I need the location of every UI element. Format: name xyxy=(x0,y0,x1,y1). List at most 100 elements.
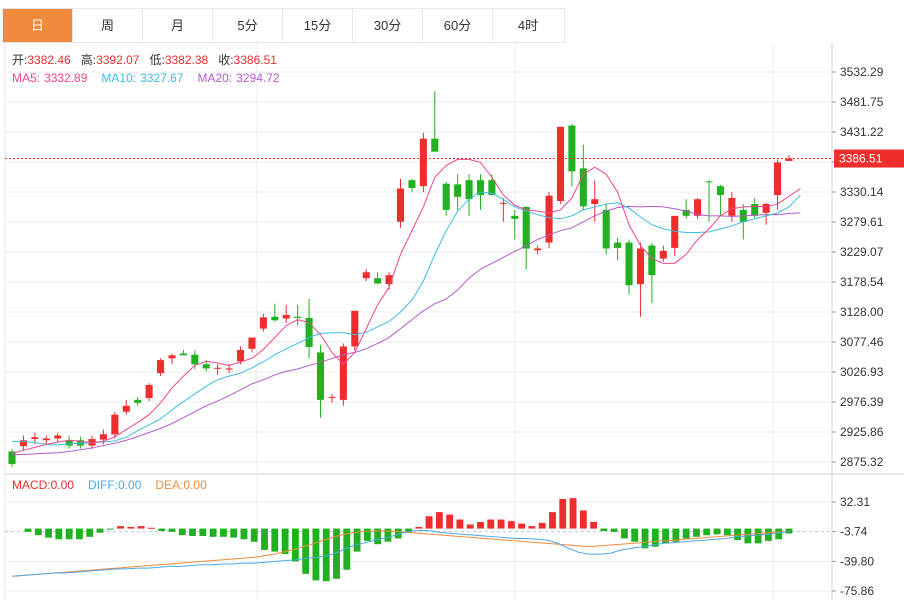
y-tick-label: 3077.46 xyxy=(840,335,884,349)
candle-body xyxy=(659,250,667,259)
candle-body xyxy=(568,125,576,172)
candle-body xyxy=(179,353,187,356)
macd-label: MACD: xyxy=(12,478,51,492)
macd-y-tick-label: -75.86 xyxy=(840,584,874,598)
macd-bar xyxy=(528,526,536,529)
macd-bar xyxy=(312,528,320,581)
macd-bar xyxy=(497,519,505,529)
macd-bar xyxy=(466,524,474,529)
candle-body xyxy=(42,438,50,441)
macd-bar xyxy=(374,528,382,545)
tab-6[interactable]: 60分 xyxy=(423,9,493,42)
tab-5[interactable]: 30分 xyxy=(353,9,423,42)
candle-body xyxy=(499,202,507,204)
macd-bar xyxy=(240,528,248,540)
macd-bar xyxy=(518,523,526,529)
candle-body xyxy=(534,248,542,251)
candle-body xyxy=(614,242,622,248)
candle-body xyxy=(282,314,290,319)
candle-body xyxy=(145,385,153,399)
candle-body xyxy=(762,203,770,213)
macd-bar xyxy=(415,526,423,529)
macd-bar xyxy=(682,528,690,539)
tab-0[interactable]: 日 xyxy=(3,9,73,42)
macd-bar xyxy=(137,526,145,529)
ma10-line xyxy=(12,191,801,446)
y-tick-label: 3128.00 xyxy=(840,305,884,319)
macd-bar xyxy=(34,528,42,536)
y-tick-label: 3026.93 xyxy=(840,365,884,379)
diff-label: DIFF: xyxy=(88,478,118,492)
macd-bar xyxy=(785,528,793,534)
y-tick-label: 2875.32 xyxy=(840,455,884,469)
macd-bar xyxy=(435,512,443,529)
candle-body xyxy=(694,199,702,216)
candle-body xyxy=(8,451,16,464)
tab-1[interactable]: 周 xyxy=(73,9,143,42)
candle-body xyxy=(19,440,27,447)
candle-body xyxy=(31,437,39,440)
macd-bar xyxy=(600,528,608,532)
macd-bar xyxy=(261,528,268,550)
macd-bar xyxy=(55,528,63,540)
macd-bar xyxy=(549,512,556,529)
macd-bar xyxy=(178,528,186,536)
low-value: 3382.38 xyxy=(165,53,209,67)
macd-y-tick-label: -39.80 xyxy=(840,554,874,568)
macd-bar xyxy=(199,528,207,536)
macd-bar xyxy=(322,528,330,582)
candle-body xyxy=(591,199,599,204)
candle-body xyxy=(682,209,690,216)
macd-bar xyxy=(775,528,783,540)
macd-bar xyxy=(672,528,680,542)
candle-body xyxy=(259,317,267,329)
macd-bar xyxy=(209,528,217,537)
candle-body xyxy=(385,275,393,285)
candle-body xyxy=(705,181,713,183)
dea-line xyxy=(11,530,789,577)
close-value: 3386.51 xyxy=(234,53,278,67)
candle-body xyxy=(545,195,553,243)
candle-body xyxy=(305,317,313,348)
macd-bar xyxy=(446,514,454,529)
ma20-value: 3294.72 xyxy=(236,71,280,85)
ma5-value: 3332.89 xyxy=(44,71,88,85)
candle-body xyxy=(774,162,782,196)
macd-bar xyxy=(662,528,670,544)
macd-bar xyxy=(219,528,227,537)
candle-body xyxy=(351,310,359,347)
candle-body xyxy=(488,180,496,196)
macd-bar xyxy=(86,528,94,537)
tab-3[interactable]: 5分 xyxy=(213,9,283,42)
macd-bar xyxy=(507,521,515,529)
high-value: 3392.07 xyxy=(96,53,140,67)
macd-bar xyxy=(24,528,32,532)
macd-bar xyxy=(168,528,176,532)
y-tick-label: 2976.39 xyxy=(840,395,884,409)
ma20-line xyxy=(12,205,801,455)
candle-body xyxy=(202,364,210,369)
dea-label: DEA: xyxy=(155,478,183,492)
tab-7[interactable]: 4时 xyxy=(517,18,539,33)
macd-bar xyxy=(754,528,762,544)
tab-2[interactable]: 月 xyxy=(143,9,213,42)
macd-bar xyxy=(703,528,711,536)
candle-body xyxy=(225,368,233,370)
macd-bar xyxy=(641,528,649,549)
candle-body xyxy=(522,206,530,249)
candle-body xyxy=(419,138,427,187)
y-tick-label: 3532.29 xyxy=(840,65,884,79)
candle-body xyxy=(65,440,73,446)
macd-bar xyxy=(75,528,83,540)
candle-body xyxy=(316,352,325,400)
macd-bar xyxy=(65,528,73,540)
y-tick-label: 2925.86 xyxy=(840,425,884,439)
macd-bar xyxy=(734,528,742,541)
candle-body xyxy=(751,203,759,216)
macd-bar xyxy=(651,528,659,547)
macd-bar xyxy=(189,528,196,536)
high-label: 高: xyxy=(81,52,96,67)
tab-4[interactable]: 15分 xyxy=(283,9,353,42)
candle-body xyxy=(111,414,119,435)
